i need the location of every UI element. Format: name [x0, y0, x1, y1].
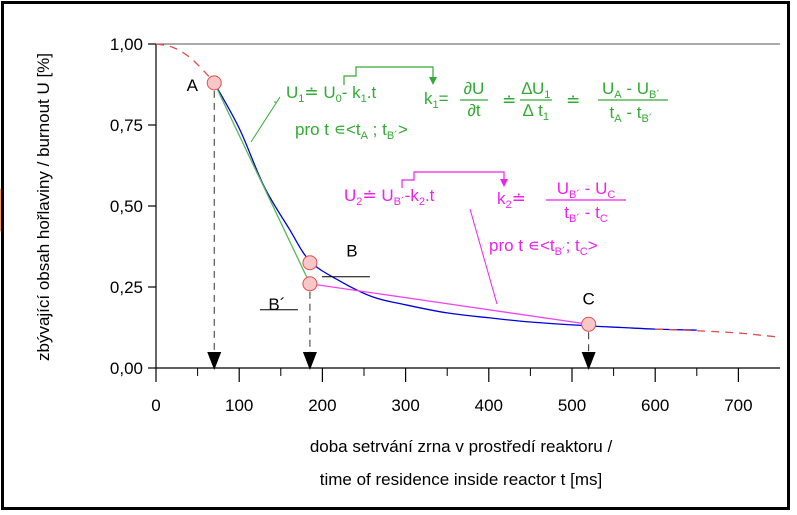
y-tick-label: 0,00: [110, 359, 143, 378]
x-tick-label: 600: [641, 396, 669, 415]
green-eq1: U1≐ U0- k1.t: [286, 83, 377, 105]
series-line-linear-fit-b-c: [309, 283, 589, 325]
green-leader-line: [250, 96, 281, 143]
green-partial-num: ∂U: [464, 79, 485, 98]
x-tick-label: 100: [225, 396, 253, 415]
green-condition: pro t ∊<tA ; tB´>: [295, 120, 408, 142]
green-ratio-num: UA - UB´: [602, 79, 660, 101]
chart: zbývající obsah hořlaviny / burnout U [%…: [34, 35, 781, 489]
green-link-arrowhead: [429, 77, 437, 85]
down-arrow-icon: [207, 352, 222, 370]
point-marker: [206, 75, 222, 91]
point-label: A: [187, 76, 199, 95]
y-tick-label: 0,50: [110, 197, 143, 216]
green-link-bracket: [343, 66, 434, 85]
down-arrow-icon: [302, 352, 317, 370]
point-label: B´: [268, 295, 285, 314]
x-tick-label: 200: [308, 396, 336, 415]
magenta-leader-line: [469, 208, 498, 305]
x-tick-label: 700: [724, 396, 752, 415]
y-tick-label: 1,00: [110, 35, 143, 54]
green-partial-den: ∂t: [467, 101, 480, 120]
y-axis-title: zbývající obsah hořlaviny / burnout U [%…: [34, 53, 53, 361]
green-k1: k1=: [424, 89, 449, 111]
magenta-ratio-den: tB´ - tC: [564, 203, 608, 225]
magenta-annotation: U2≐ UB´-k2.t k2≐ UB´ - UC tB´ - tC pro t…: [344, 171, 626, 258]
green-delta-num: ∆U1: [522, 79, 551, 101]
magenta-k2: k2≐: [497, 189, 526, 211]
series-line-linear-fit-a-b-: [213, 82, 311, 285]
y-tick-label: 0,75: [110, 116, 143, 135]
y-tick-label: 0,25: [110, 278, 143, 297]
green-approx-1: ≐: [502, 91, 516, 110]
point-marker: [302, 276, 318, 292]
series-line-measured: [213, 82, 697, 331]
point-marker: [581, 316, 597, 332]
green-delta-den: ∆ t1: [523, 101, 549, 123]
down-arrow-icon: [581, 352, 596, 370]
magenta-condition: pro t ∊<tB´; tC>: [489, 236, 598, 258]
point-marker: [302, 255, 318, 271]
magenta-ratio-num: UB´ - UC: [557, 179, 616, 201]
x-tick-label: 500: [558, 396, 586, 415]
green-ratio-den: tA - tB´: [610, 103, 653, 125]
point-label: C: [582, 289, 594, 308]
magenta-link-bracket: [401, 171, 505, 188]
chart-frame: zbývající obsah hořlaviny / burnout U [%…: [1, 1, 790, 510]
x-axis-title-line2: time of residence inside reactor t [ms]: [320, 470, 603, 489]
magenta-eq2: U2≐ UB´-k2.t: [344, 186, 435, 208]
x-tick-label: 0: [151, 396, 160, 415]
green-approx-2: ≐: [566, 91, 580, 110]
series-line-extrapolation: [655, 328, 781, 338]
green-annotation: U1≐ U0- k1.t pro t ∊<tA ; tB´> k1= ∂U ∂t…: [274, 66, 668, 142]
magenta-link-arrowhead: [500, 179, 508, 187]
series-line-extrapolation: [155, 43, 215, 84]
x-tick-label: 300: [391, 396, 419, 415]
x-tick-label: 400: [475, 396, 503, 415]
point-label: B: [346, 242, 357, 261]
x-axis-title-line1: doba setrvání zrna v prostředí reaktoru …: [310, 437, 613, 456]
